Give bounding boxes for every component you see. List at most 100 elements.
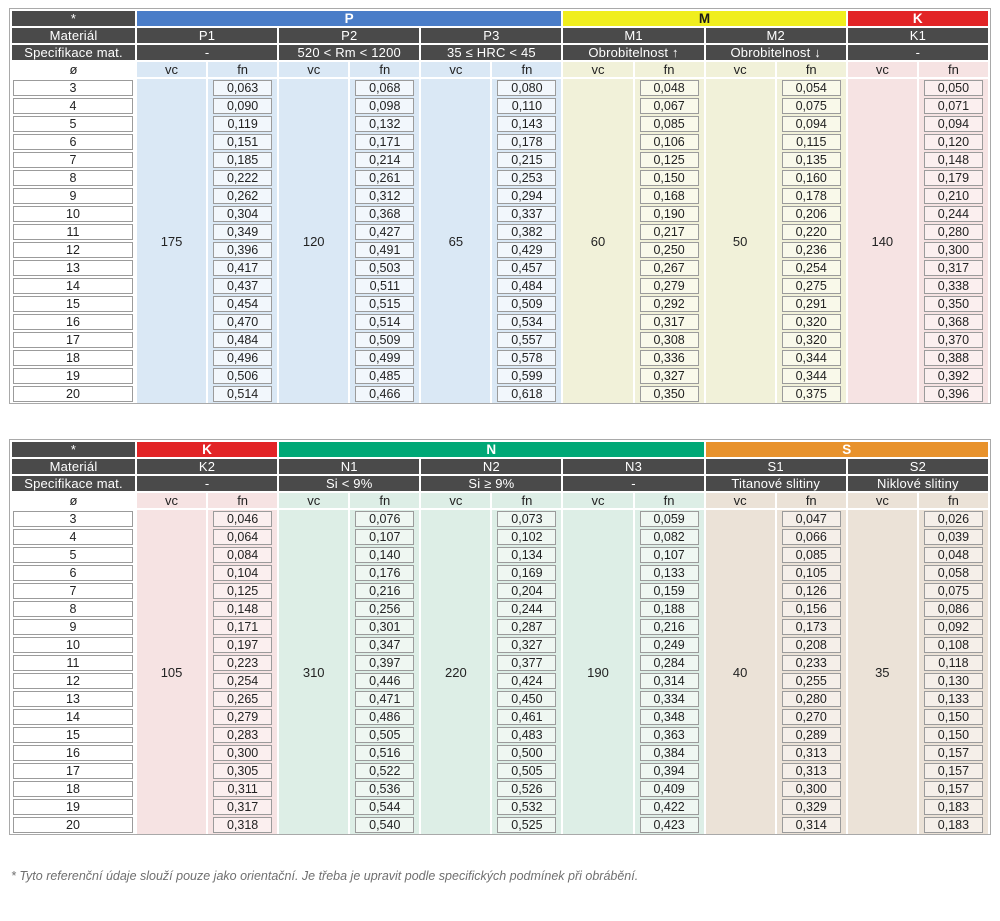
fn-cell-s1-d16: 0,313	[774, 744, 848, 762]
diameter-value: 18	[13, 350, 133, 366]
fn-value: 0,178	[781, 188, 841, 204]
fn-value: 0,197	[213, 637, 273, 653]
fn-cell-n2-d9: 0,287	[490, 618, 564, 636]
fn-cell-k1-d12: 0,300	[916, 241, 991, 259]
diameter-value: 17	[13, 763, 133, 779]
corner-star-cell: *	[10, 440, 137, 459]
fn-value: 0,050	[923, 80, 983, 96]
fn-value: 0,337	[497, 206, 557, 222]
diameter-value: 17	[13, 332, 133, 348]
fn-cell-m1-d12: 0,250	[632, 241, 706, 259]
fn-cell-k1-d8: 0,179	[916, 169, 991, 187]
material-header-n3: N3	[561, 457, 706, 476]
fn-value: 0,066	[781, 529, 841, 545]
fn-value: 0,143	[497, 116, 557, 132]
diameter-value: 18	[13, 781, 133, 797]
fn-cell-s2-d14: 0,150	[916, 708, 991, 726]
fn-cell-n1-d14: 0,486	[348, 708, 422, 726]
fn-cell-s1-d6: 0,105	[774, 564, 848, 582]
fn-value: 0,515	[355, 296, 415, 312]
fn-cell-n1-d3: 0,076	[348, 509, 422, 528]
fn-value: 0,503	[355, 260, 415, 276]
fn-cell-p3-d13: 0,457	[490, 259, 564, 277]
fn-value: 0,301	[355, 619, 415, 635]
fn-value: 0,169	[497, 565, 557, 581]
fn-cell-n1-d13: 0,471	[348, 690, 422, 708]
fn-value: 0,348	[639, 709, 699, 725]
fn-value: 0,148	[923, 152, 983, 168]
fn-value: 0,505	[355, 727, 415, 743]
fn-cell-n3-d13: 0,334	[632, 690, 706, 708]
fn-cell-k1-d18: 0,388	[916, 349, 991, 367]
fn-value: 0,300	[781, 781, 841, 797]
fn-value: 0,305	[213, 763, 273, 779]
fn-value: 0,511	[355, 278, 415, 294]
fn-value: 0,532	[497, 799, 557, 815]
fn-cell-n3-d14: 0,348	[632, 708, 706, 726]
diameter-value: 16	[13, 745, 133, 761]
fn-value: 0,119	[213, 116, 273, 132]
fn-value: 0,244	[923, 206, 983, 222]
fn-value: 0,067	[639, 98, 699, 114]
fn-cell-p2-d18: 0,499	[348, 349, 422, 367]
fn-cell-n1-d17: 0,522	[348, 762, 422, 780]
vc-value-k1: 140	[845, 78, 919, 403]
fn-value: 0,525	[497, 817, 557, 833]
fn-cell-n3-d11: 0,284	[632, 654, 706, 672]
fn-cell-k2-d6: 0,104	[206, 564, 280, 582]
fn-cell-s2-d9: 0,092	[916, 618, 991, 636]
fn-value: 0,098	[355, 98, 415, 114]
vc-column-header-s2: vc	[845, 491, 919, 510]
fn-value: 0,350	[639, 386, 699, 402]
fn-cell-m1-d17: 0,308	[632, 331, 706, 349]
fn-cell-s1-d18: 0,300	[774, 780, 848, 798]
diameter-value: 3	[13, 80, 133, 96]
fn-value: 0,261	[355, 170, 415, 186]
fn-value: 0,384	[639, 745, 699, 761]
material-header-s2: S2	[845, 457, 991, 476]
fn-value: 0,289	[781, 727, 841, 743]
fn-value: 0,204	[497, 583, 557, 599]
fn-cell-m2-d15: 0,291	[774, 295, 848, 313]
fn-cell-m2-d4: 0,075	[774, 97, 848, 115]
fn-cell-p1-d19: 0,506	[206, 367, 280, 385]
fn-cell-p2-d9: 0,312	[348, 187, 422, 205]
diameter-cell: 10	[11, 205, 136, 223]
fn-cell-p3-d16: 0,534	[490, 313, 564, 331]
fn-cell-n2-d12: 0,424	[490, 672, 564, 690]
material-header-n2: N2	[419, 457, 564, 476]
fn-cell-s2-d18: 0,157	[916, 780, 991, 798]
fn-cell-p3-d12: 0,429	[490, 241, 564, 259]
fn-value: 0,422	[639, 799, 699, 815]
fn-cell-s2-d19: 0,183	[916, 798, 991, 816]
fn-value: 0,244	[497, 601, 557, 617]
diameter-cell: 14	[11, 277, 136, 295]
diameter-value: 5	[13, 547, 133, 563]
fn-value: 0,437	[213, 278, 273, 294]
diameter-cell: 20	[11, 385, 136, 403]
fn-value: 0,250	[639, 242, 699, 258]
fn-value: 0,320	[781, 332, 841, 348]
fn-value: 0,188	[639, 601, 699, 617]
fn-cell-p1-d6: 0,151	[206, 133, 280, 151]
fn-value: 0,461	[497, 709, 557, 725]
fn-value: 0,375	[781, 386, 841, 402]
fn-value: 0,048	[923, 547, 983, 563]
fn-value: 0,280	[781, 691, 841, 707]
fn-cell-m1-d4: 0,067	[632, 97, 706, 115]
table-1: * P M K Materiál P1 P2 P3 M1 M2 K1 Specifikace mat.…	[10, 9, 991, 403]
fn-value: 0,423	[639, 817, 699, 833]
fn-cell-p2-d20: 0,466	[348, 385, 422, 403]
fn-column-header-p1: fn	[206, 60, 280, 79]
fn-cell-p3-d8: 0,253	[490, 169, 564, 187]
fn-cell-p1-d13: 0,417	[206, 259, 280, 277]
fn-value: 0,130	[923, 673, 983, 689]
fn-value: 0,275	[781, 278, 841, 294]
diameter-value: 10	[13, 637, 133, 653]
fn-value: 0,578	[497, 350, 557, 366]
material-header-k2: K2	[134, 457, 280, 476]
fn-value: 0,300	[923, 242, 983, 258]
fn-cell-s2-d20: 0,183	[916, 816, 991, 834]
fn-value: 0,283	[213, 727, 273, 743]
